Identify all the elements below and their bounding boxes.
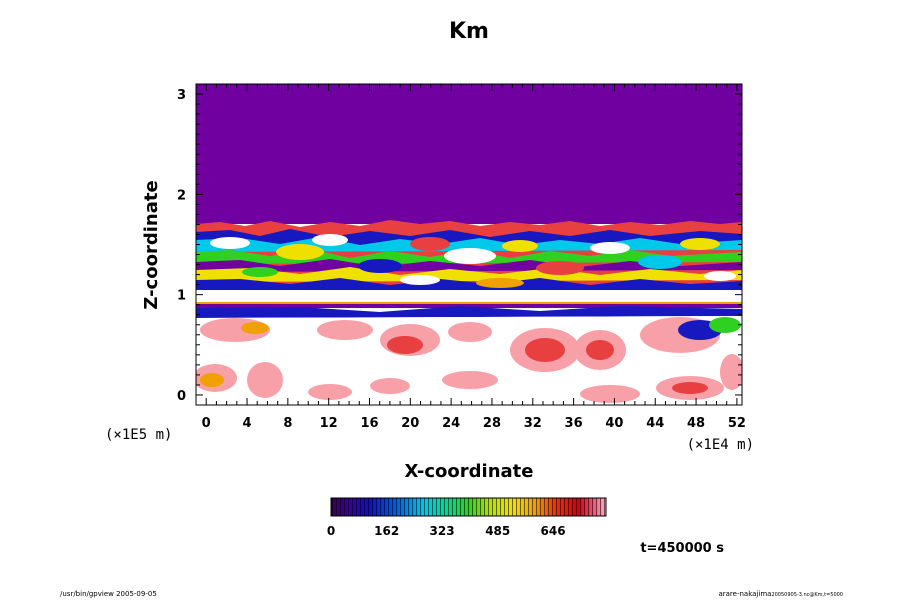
x-tick-label: 48 <box>687 416 705 431</box>
time-label: t=450000 s <box>640 541 724 556</box>
x-tick-label: 0 <box>202 416 211 431</box>
colorbar-tick-label: 646 <box>541 524 566 538</box>
colorbar-tick-label: 485 <box>485 524 510 538</box>
y-axis: 0 1 2 3 <box>177 83 742 404</box>
x-tick-label: 28 <box>483 416 501 431</box>
heatmap-field <box>196 84 742 405</box>
x-tick-label: 12 <box>320 416 338 431</box>
convective-region <box>196 316 742 405</box>
colorbar-tick-label: 0 <box>327 524 335 538</box>
x-tick-label: 44 <box>646 416 664 431</box>
chart-title: Km <box>449 19 489 44</box>
x-scale-note: (×1E4 m) <box>687 437 754 453</box>
footer-left: /usr/bin/gpview 2005-09-05 <box>60 590 157 598</box>
y-axis-label: Z-coordinate <box>141 180 162 309</box>
y-tick-label: 1 <box>177 289 186 304</box>
colorbar-ticks: 0 162 323 485 646 <box>327 524 566 538</box>
x-axis: 0 4 8 12 16 20 24 28 32 36 40 44 48 52 <box>195 84 746 431</box>
footer-right-sub: 20050905-3.nc@Km,t=5000 <box>771 592 843 598</box>
footer-right: arare-nakajima20050905-3.nc@Km,t=5000 <box>718 590 843 598</box>
x-tick-label: 40 <box>605 416 623 431</box>
maximum-band <box>196 296 742 302</box>
x-tick-label: 8 <box>283 416 292 431</box>
y-scale-note: (×1E5 m) <box>105 427 172 443</box>
x-axis-label: X-coordinate <box>405 461 534 482</box>
colorbar-tick-label: 323 <box>430 524 455 538</box>
y-tick-label: 3 <box>177 88 186 103</box>
x-tick-label: 24 <box>442 416 460 431</box>
x-tick-label: 4 <box>243 416 252 431</box>
colorbar: 0 162 323 485 646 <box>327 497 607 538</box>
mixing-layer <box>196 220 742 300</box>
x-tick-label: 16 <box>360 416 378 431</box>
x-tick-label: 20 <box>401 416 419 431</box>
x-tick-label: 32 <box>524 416 542 431</box>
upper-uniform-layer <box>196 84 742 224</box>
y-tick-label: 2 <box>177 188 186 203</box>
x-tick-label: 36 <box>565 416 583 431</box>
colorbar-tick-label: 162 <box>374 524 399 538</box>
footer-right-main: arare-nakajima <box>718 590 771 598</box>
y-tick-label: 0 <box>177 389 186 404</box>
x-tick-label: 52 <box>728 416 746 431</box>
